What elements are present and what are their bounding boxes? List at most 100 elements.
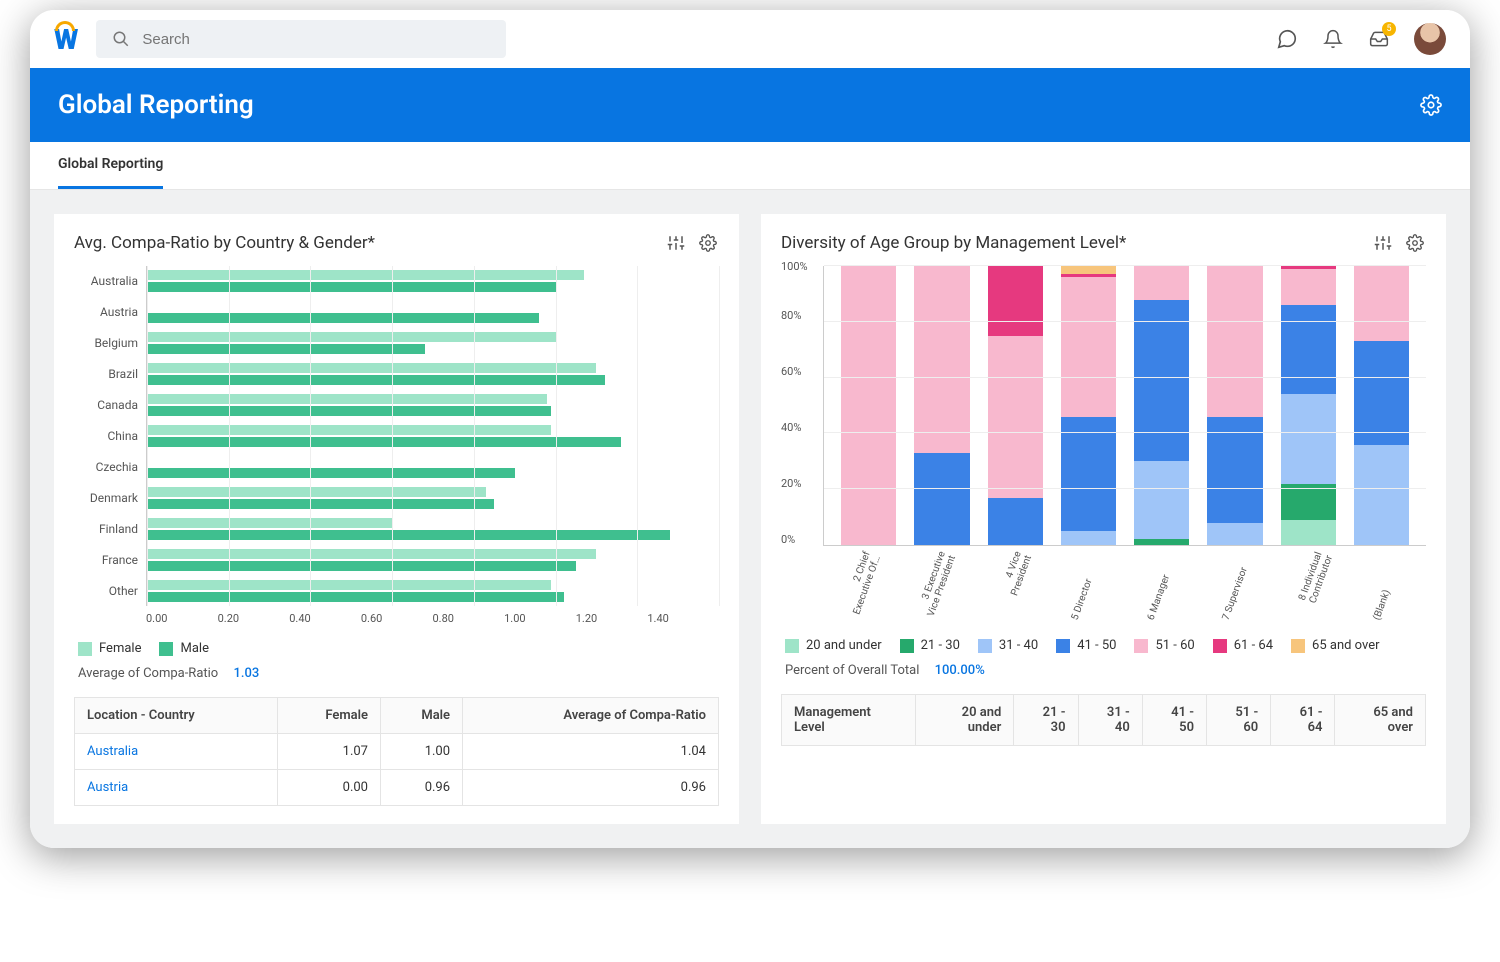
bar-male[interactable] [147,313,539,323]
bar-female[interactable] [147,549,596,559]
bar-segment-31_40[interactable] [1134,461,1189,539]
bar-segment-41_50[interactable] [1354,341,1409,444]
x-category-label: (Blank) [1341,541,1436,633]
table-header[interactable]: 21 - 30 [1014,695,1078,746]
bar-female[interactable] [147,394,547,404]
legend-item[interactable]: 65 and over [1291,638,1379,653]
bar-row [147,328,719,359]
bar-segment-51_60[interactable] [1061,277,1116,417]
bar-male[interactable] [147,375,605,385]
table-header[interactable]: 41 - 50 [1142,695,1206,746]
bar-segment-65_over[interactable] [1061,266,1116,274]
legend-item[interactable]: 51 - 60 [1134,638,1194,653]
table-header[interactable]: 51 - 60 [1207,695,1271,746]
bar-segment-51_60[interactable] [1281,269,1336,305]
bar-male[interactable] [147,468,515,478]
table-header[interactable]: 61 - 64 [1271,695,1335,746]
stacked-bar[interactable] [1207,266,1262,545]
bar-male[interactable] [147,561,576,571]
bar-female[interactable] [147,332,556,342]
bar-female[interactable] [147,518,392,528]
bar-male[interactable] [147,499,494,509]
tab-global-reporting[interactable]: Global Reporting [58,142,163,189]
bar-male[interactable] [147,282,556,292]
workday-logo[interactable]: W [54,23,76,56]
stacked-bar[interactable] [1061,266,1116,545]
y-category-label: Brazil [74,359,138,390]
chat-icon[interactable] [1276,28,1298,50]
sliders-icon[interactable] [1372,232,1394,254]
bar-segment-31_40[interactable] [1281,394,1336,483]
table-row[interactable]: Austria0.000.960.96 [75,770,719,806]
bar-female[interactable] [147,580,551,590]
diversity-table: Management Level20 and under21 - 3031 - … [781,694,1426,746]
stacked-bar[interactable] [841,266,896,545]
sliders-icon[interactable] [665,232,687,254]
x-category-label: 8 Individual Contributor [1266,541,1361,633]
bar-segment-31_40[interactable] [1354,445,1409,545]
legend-item[interactable]: 21 - 30 [900,638,960,653]
country-link[interactable]: Australia [87,744,138,759]
bar-segment-51_60[interactable] [914,266,969,453]
table-header[interactable]: Female [277,698,380,734]
bar-female[interactable] [147,487,486,497]
avatar[interactable] [1414,23,1446,55]
bar-male[interactable] [147,344,425,354]
bar-male[interactable] [147,592,564,602]
search-input[interactable] [142,31,492,48]
inbox-icon[interactable]: 5 [1368,28,1390,50]
gear-icon[interactable] [1420,94,1442,116]
stacked-bar[interactable] [1354,266,1409,545]
bar-male[interactable] [147,406,551,416]
y-category-label: Canada [74,390,138,421]
bar-segment-51_60[interactable] [1354,266,1409,341]
table-header[interactable]: 31 - 40 [1078,695,1142,746]
bar-segment-51_60[interactable] [988,336,1043,498]
bar-segment-51_60[interactable] [1134,266,1189,299]
bar-female[interactable] [147,363,596,373]
legend-swatch [1056,639,1070,653]
gear-icon[interactable] [697,232,719,254]
bar-female[interactable] [147,425,551,435]
y-tick: 60% [781,322,815,378]
bar-segment-41_50[interactable] [1134,300,1189,462]
bar-segment-41_50[interactable] [914,453,969,545]
legend-item[interactable]: 41 - 50 [1056,638,1116,653]
legend-item[interactable]: 61 - 64 [1213,638,1273,653]
table-header[interactable]: Management Level [782,695,916,746]
compa-ratio-table: Location - CountryFemaleMaleAverage of C… [74,697,719,806]
stacked-bar[interactable] [1281,266,1336,545]
table-header[interactable]: Average of Compa-Ratio [463,698,719,734]
bar-segment-61_64[interactable] [988,266,1043,336]
card-title: Avg. Compa-Ratio by Country & Gender* [74,233,375,253]
table-header[interactable]: Male [381,698,463,734]
x-category-label: 3 Executive Vice President [889,541,984,633]
bar-male[interactable] [147,530,670,540]
stacked-bar[interactable] [1134,266,1189,545]
stacked-bar[interactable] [914,266,969,545]
table-header[interactable]: 65 and over [1335,695,1426,746]
table-header[interactable]: 20 and under [915,695,1014,746]
bar-male[interactable] [147,437,621,447]
table-header[interactable]: Location - Country [75,698,278,734]
gear-icon[interactable] [1404,232,1426,254]
card-diversity: Diversity of Age Group by Management Lev… [761,214,1446,824]
bar-segment-51_60[interactable] [841,266,896,545]
bar-segment-51_60[interactable] [1207,266,1262,417]
x-tick: 1.40 [647,612,719,625]
legend-item[interactable]: Female [78,641,141,656]
bar-segment-41_50[interactable] [1281,305,1336,394]
bar-female[interactable] [147,270,584,280]
bell-icon[interactable] [1322,28,1344,50]
bar-segment-41_50[interactable] [988,498,1043,545]
legend-item[interactable]: Male [159,641,208,656]
stacked-bar[interactable] [988,266,1043,545]
search-box[interactable] [96,20,506,58]
legend-item[interactable]: 20 and under [785,638,882,653]
country-link[interactable]: Austria [87,780,128,795]
bar-segment-41_50[interactable] [1061,417,1116,531]
bar-row [147,513,719,544]
legend-item[interactable]: 31 - 40 [978,638,1038,653]
table-row[interactable]: Australia1.071.001.04 [75,734,719,770]
bar-row [147,266,719,297]
